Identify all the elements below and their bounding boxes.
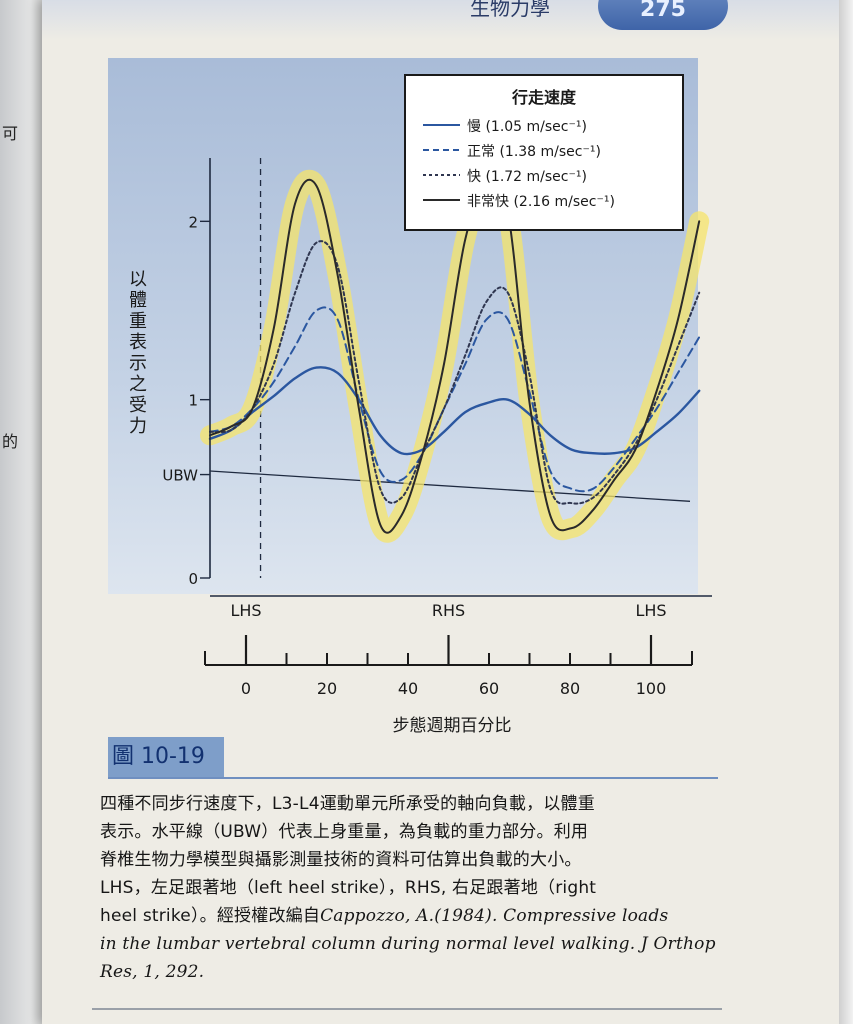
caption-line: LHS，左足跟著地（left heel strike），RHS, 右足跟著地（r… xyxy=(100,878,597,898)
y-axis-label: 重 xyxy=(129,311,147,332)
series-line-2 xyxy=(209,306,701,493)
page-right-edge xyxy=(839,0,853,1024)
y-axis-label: 受 xyxy=(129,395,147,416)
y-tick-label: 0 xyxy=(188,570,198,588)
margin-char: 可 xyxy=(2,124,19,143)
x-tick-label: 100 xyxy=(636,679,667,698)
x-axis-label: 步態週期百分比 xyxy=(393,716,512,736)
legend-entry: 非常快 (2.16 m/sec⁻¹) xyxy=(467,194,615,210)
page-number-badge: 275 xyxy=(598,0,728,30)
chapter-title-fragment: 生物力學 xyxy=(470,0,550,20)
legend-title: 行走速度 xyxy=(511,88,577,107)
x-tick-label: 40 xyxy=(398,679,418,698)
page-bottom-rule xyxy=(92,1008,722,1010)
series-line-1 xyxy=(208,366,701,456)
citation-line: Res, 1, 292. xyxy=(100,962,205,982)
x-tick-label: 0 xyxy=(241,679,251,698)
x-tick-label: 20 xyxy=(317,679,337,698)
series-line-4 xyxy=(209,178,701,534)
series-line-3 xyxy=(209,240,701,505)
caption-line: heel strike）。經授權改編自Cappozzo, A.(1984). C… xyxy=(100,902,730,930)
y-tick-label: 2 xyxy=(188,213,198,231)
y-axis-label: 以 xyxy=(129,269,147,290)
event-label: LHS xyxy=(230,601,261,620)
legend-entry: 正常 (1.38 m/sec⁻¹) xyxy=(467,144,601,160)
caption-line: 脊椎生物力學模型與攝影測量技術的資料可估算出負載的大小。 xyxy=(100,850,582,870)
caption-text: heel strike）。經授權改編自 xyxy=(100,906,321,926)
legend-box xyxy=(404,74,684,231)
event-label: RHS xyxy=(432,601,465,620)
citation-text: Cappozzo, A.(1984). Compressive loads xyxy=(320,906,669,926)
y-axis-label: 示 xyxy=(129,353,147,374)
legend-entry: 快 (1.72 m/sec⁻¹) xyxy=(467,169,587,185)
figure-label-rule xyxy=(108,777,718,779)
caption-line: 表示。水平線（UBW）代表上身重量，為負載的重力部分。利用 xyxy=(100,822,589,842)
left-margin-strip: 可 的 xyxy=(0,0,44,1024)
y-axis-label: 之 xyxy=(129,374,147,395)
margin-char: 的 xyxy=(2,432,19,451)
figure-label: 圖 10-19 xyxy=(108,737,224,777)
x-tick-label: 80 xyxy=(560,679,580,698)
y-axis-label: 力 xyxy=(129,416,147,437)
caption-line: 四種不同步行速度下，L3-L4運動單元所承受的軸向負載，以體重 xyxy=(100,794,595,814)
y-tick-label: UBW xyxy=(162,467,198,485)
y-axis-label: 表 xyxy=(129,332,147,353)
legend-entry: 慢 (1.05 m/sec⁻¹) xyxy=(467,118,587,135)
x-tick-label: 60 xyxy=(479,679,499,698)
event-label: LHS xyxy=(635,601,666,620)
citation-line: in the lumbar vertebral column during no… xyxy=(100,934,716,954)
y-axis-label: 體 xyxy=(129,290,147,311)
figure-caption: 四種不同步行速度下，L3-L4運動單元所承受的軸向負載，以體重 表示。水平線（U… xyxy=(100,790,730,986)
y-tick-label: 1 xyxy=(188,392,198,410)
